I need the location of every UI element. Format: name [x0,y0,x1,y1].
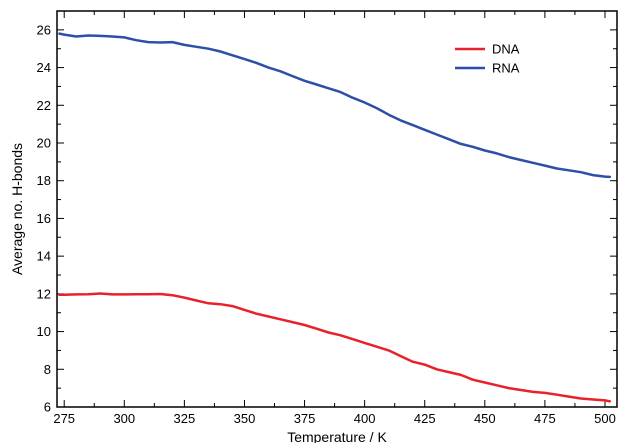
y-axis: 6 8 10 12 14 16 18 20 22 24 26 [37,22,617,415]
x-tick-label: 300 [113,411,135,426]
y-tick-label: 16 [37,211,51,226]
series-layer [58,32,612,403]
legend: DNA RNA [455,42,520,76]
y-tick-label: 6 [44,400,51,415]
x-tick-label: 475 [534,411,556,426]
x-tick-label: 450 [474,411,496,426]
x-tick-label: 325 [174,411,196,426]
legend-label-dna: DNA [492,42,520,57]
y-tick-label: 14 [37,249,51,264]
y-tick-label: 8 [44,362,51,377]
y-tick-label: 10 [37,324,51,339]
legend-label-rna: RNA [492,61,520,76]
series-line-rna [58,32,612,179]
x-tick-label: 350 [234,411,256,426]
y-tick-label: 26 [37,22,51,37]
plot-frame [56,10,618,408]
y-tick-label: 12 [37,286,51,301]
y-tick-label: 18 [37,173,51,188]
y-tick-label: 22 [37,98,51,113]
x-tick-label: 425 [414,411,436,426]
x-tick-label: 500 [594,411,616,426]
x-axis-title: Temperature / K [287,429,387,443]
x-axis: 275 300 325 350 375 400 425 450 475 500 [53,11,616,426]
y-axis-title: Average no. H-bonds [9,143,25,275]
y-tick-label: 24 [37,60,51,75]
x-tick-label: 375 [294,411,316,426]
y-tick-label: 20 [37,136,51,151]
series-line-dna [58,292,612,403]
x-tick-label: 275 [53,411,75,426]
x-tick-label: 400 [354,411,376,426]
